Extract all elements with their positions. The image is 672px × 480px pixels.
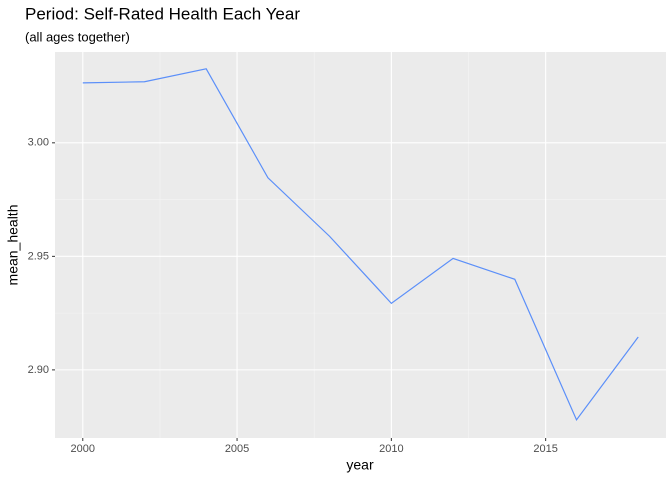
chart-subtitle: (all ages together) bbox=[25, 29, 130, 44]
x-tick-label: 2010 bbox=[379, 443, 403, 455]
x-tick-label: 2000 bbox=[71, 443, 95, 455]
line bbox=[82, 68, 639, 422]
y-tick-label: 3.00 bbox=[28, 137, 49, 149]
y-tick-label: 2.90 bbox=[28, 364, 49, 376]
plot-background bbox=[55, 52, 666, 438]
y-axis-label: mean_health bbox=[5, 205, 21, 286]
chart-title: Period: Self-Rated Health Each Year bbox=[25, 4, 300, 23]
x-tick-label: 2005 bbox=[225, 443, 249, 455]
y-tick-label: 2.95 bbox=[28, 250, 49, 262]
x-tick-label: 2015 bbox=[533, 443, 557, 455]
x-axis-label: year bbox=[346, 457, 374, 473]
